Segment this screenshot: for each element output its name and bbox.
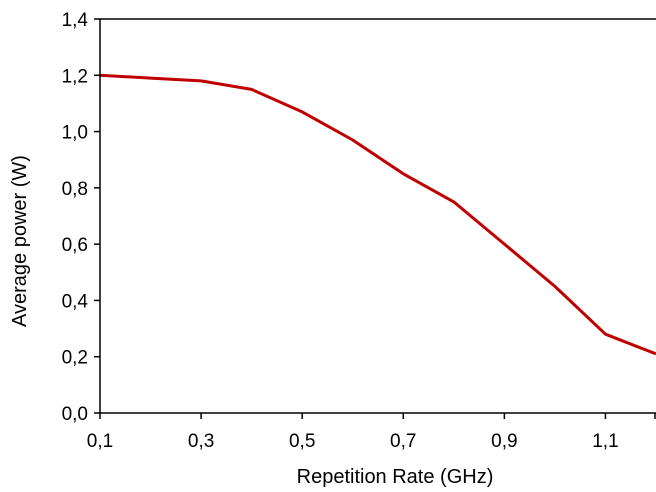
x-tick-label: 0,5 bbox=[289, 431, 315, 452]
x-tick-label: 0,9 bbox=[491, 431, 517, 452]
y-tick-label: 1,0 bbox=[62, 123, 88, 144]
y-tick-labels: 0,0 0,2 0,4 0,6 0,8 1,0 1,2 1,4 bbox=[62, 10, 89, 425]
y-tick-label: 0,6 bbox=[62, 235, 88, 256]
y-tick-label: 1,2 bbox=[62, 66, 88, 87]
x-tick-label: 0,3 bbox=[188, 431, 214, 452]
y-tick-label: 0,8 bbox=[62, 179, 88, 200]
y-axis-ticks bbox=[94, 18, 100, 414]
x-tick-labels: 0,1 0,3 0,5 0,7 0,9 1,1 bbox=[87, 431, 619, 452]
x-tick-label: 1,1 bbox=[592, 431, 618, 452]
y-axis-title: Average power (W) bbox=[9, 155, 31, 327]
y-tick-label: 0,4 bbox=[62, 291, 89, 312]
series-line bbox=[99, 73, 656, 356]
x-tick-label: 0,7 bbox=[390, 431, 416, 452]
y-tick-label: 0,2 bbox=[62, 348, 88, 369]
y-tick-label: 0,0 bbox=[62, 404, 88, 425]
x-tick-label: 0,1 bbox=[87, 431, 113, 452]
x-axis-ticks bbox=[99, 413, 656, 419]
series-layer bbox=[99, 73, 656, 356]
y-tick-label: 1,4 bbox=[62, 10, 89, 31]
x-axis-title: Repetition Rate (GHz) bbox=[297, 466, 494, 488]
